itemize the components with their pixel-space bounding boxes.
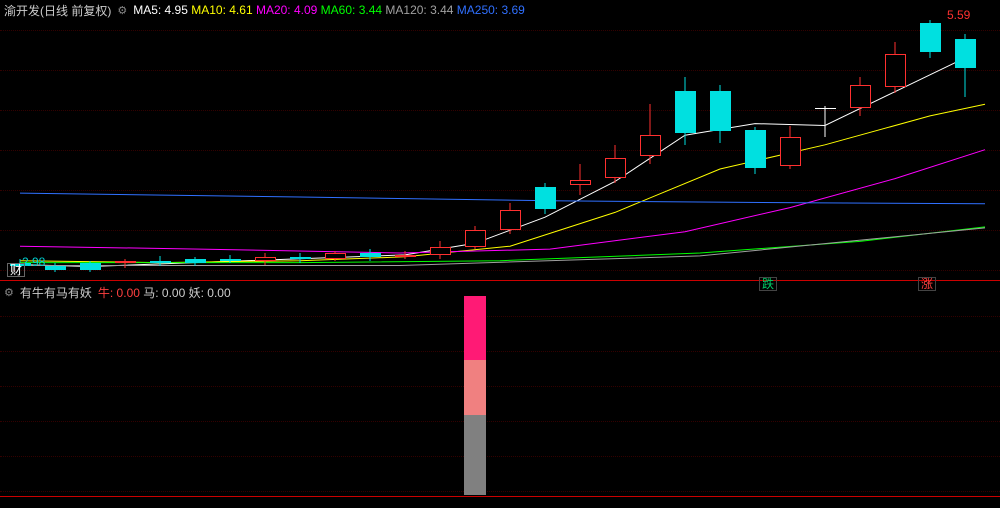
candle — [465, 226, 486, 249]
grid-line — [0, 150, 1000, 151]
grid-line — [0, 421, 1000, 422]
ma-legend-item: MA60: 3.44 — [317, 3, 382, 17]
candle — [780, 126, 801, 169]
ma-lines — [0, 0, 1000, 280]
candle — [955, 34, 976, 97]
candle — [325, 251, 346, 261]
ma-line — [20, 104, 985, 262]
candle — [80, 261, 101, 273]
candle — [185, 257, 206, 267]
price-low-label: 2.98 — [22, 255, 45, 269]
candle — [885, 42, 906, 92]
indicator-bar-segment — [464, 296, 486, 360]
ma-legend-item: MA20: 4.09 — [253, 3, 318, 17]
indicator-bar-segment — [464, 415, 486, 495]
chart-header: 渝开发(日线 前复权) ⚙ MA5: 4.95 MA10: 4.61 MA20:… — [4, 2, 996, 18]
candle — [500, 203, 521, 234]
stock-title: 渝开发(日线 前复权) — [4, 2, 111, 19]
candle — [745, 127, 766, 173]
ma-line — [20, 58, 965, 267]
candle — [45, 263, 66, 273]
grid-line — [0, 70, 1000, 71]
ma-legend-item: MA10: 4.61 — [188, 3, 253, 17]
candle — [115, 259, 136, 269]
grid-line — [0, 386, 1000, 387]
zhang-label: 涨 — [918, 277, 936, 291]
settings-icon[interactable]: ⚙ — [117, 4, 127, 17]
indicator-legend-item: 马: 0.00 — [140, 286, 185, 300]
grid-line — [0, 351, 1000, 352]
die-label: 跌 — [759, 277, 777, 291]
indicator-settings-icon[interactable]: ⚙ — [4, 286, 14, 299]
ma-legend-item: MA5: 4.95 — [133, 3, 188, 17]
candle — [850, 77, 871, 116]
candle — [535, 183, 556, 214]
indicator-legend-item: 妖: 0.00 — [185, 286, 230, 300]
candle — [815, 106, 836, 137]
grid-line — [0, 456, 1000, 457]
candle — [395, 251, 416, 259]
grid-line — [0, 270, 1000, 271]
candle — [220, 255, 241, 263]
candle — [290, 253, 311, 263]
cai-label: 财 — [7, 263, 25, 277]
candle — [675, 77, 696, 145]
grid-line — [0, 190, 1000, 191]
indicator-bar-segment — [464, 360, 486, 415]
ma-legend-item: MA120: 3.44 — [382, 3, 453, 17]
grid-line — [0, 30, 1000, 31]
candle — [430, 241, 451, 258]
candle — [605, 145, 626, 184]
ma-legend: MA5: 4.95 MA10: 4.61 MA20: 4.09 MA60: 3.… — [133, 3, 525, 17]
indicator-title: 有牛有马有妖 — [20, 284, 92, 301]
grid-line — [0, 491, 1000, 492]
candle — [640, 104, 661, 164]
indicator-header: ⚙ 有牛有马有妖 牛: 0.00 马: 0.00 妖: 0.00 — [4, 284, 231, 300]
candle — [710, 85, 731, 143]
ma-legend-item: MA250: 3.69 — [453, 3, 524, 17]
candle — [360, 249, 381, 261]
grid-line — [0, 316, 1000, 317]
candle — [570, 164, 591, 195]
candle — [255, 253, 276, 265]
pane-divider[interactable] — [0, 280, 1000, 281]
ma-line — [20, 150, 985, 253]
indicator-legend: 牛: 0.00 马: 0.00 妖: 0.00 — [98, 284, 231, 301]
indicator-legend-item: 牛: 0.00 — [98, 286, 140, 300]
candle — [150, 256, 171, 266]
main-candlestick-chart[interactable]: 5.59 2.98 财 — [0, 0, 1000, 280]
candle — [920, 20, 941, 58]
bottom-divider — [0, 496, 1000, 497]
indicator-pane[interactable] — [0, 296, 1000, 496]
